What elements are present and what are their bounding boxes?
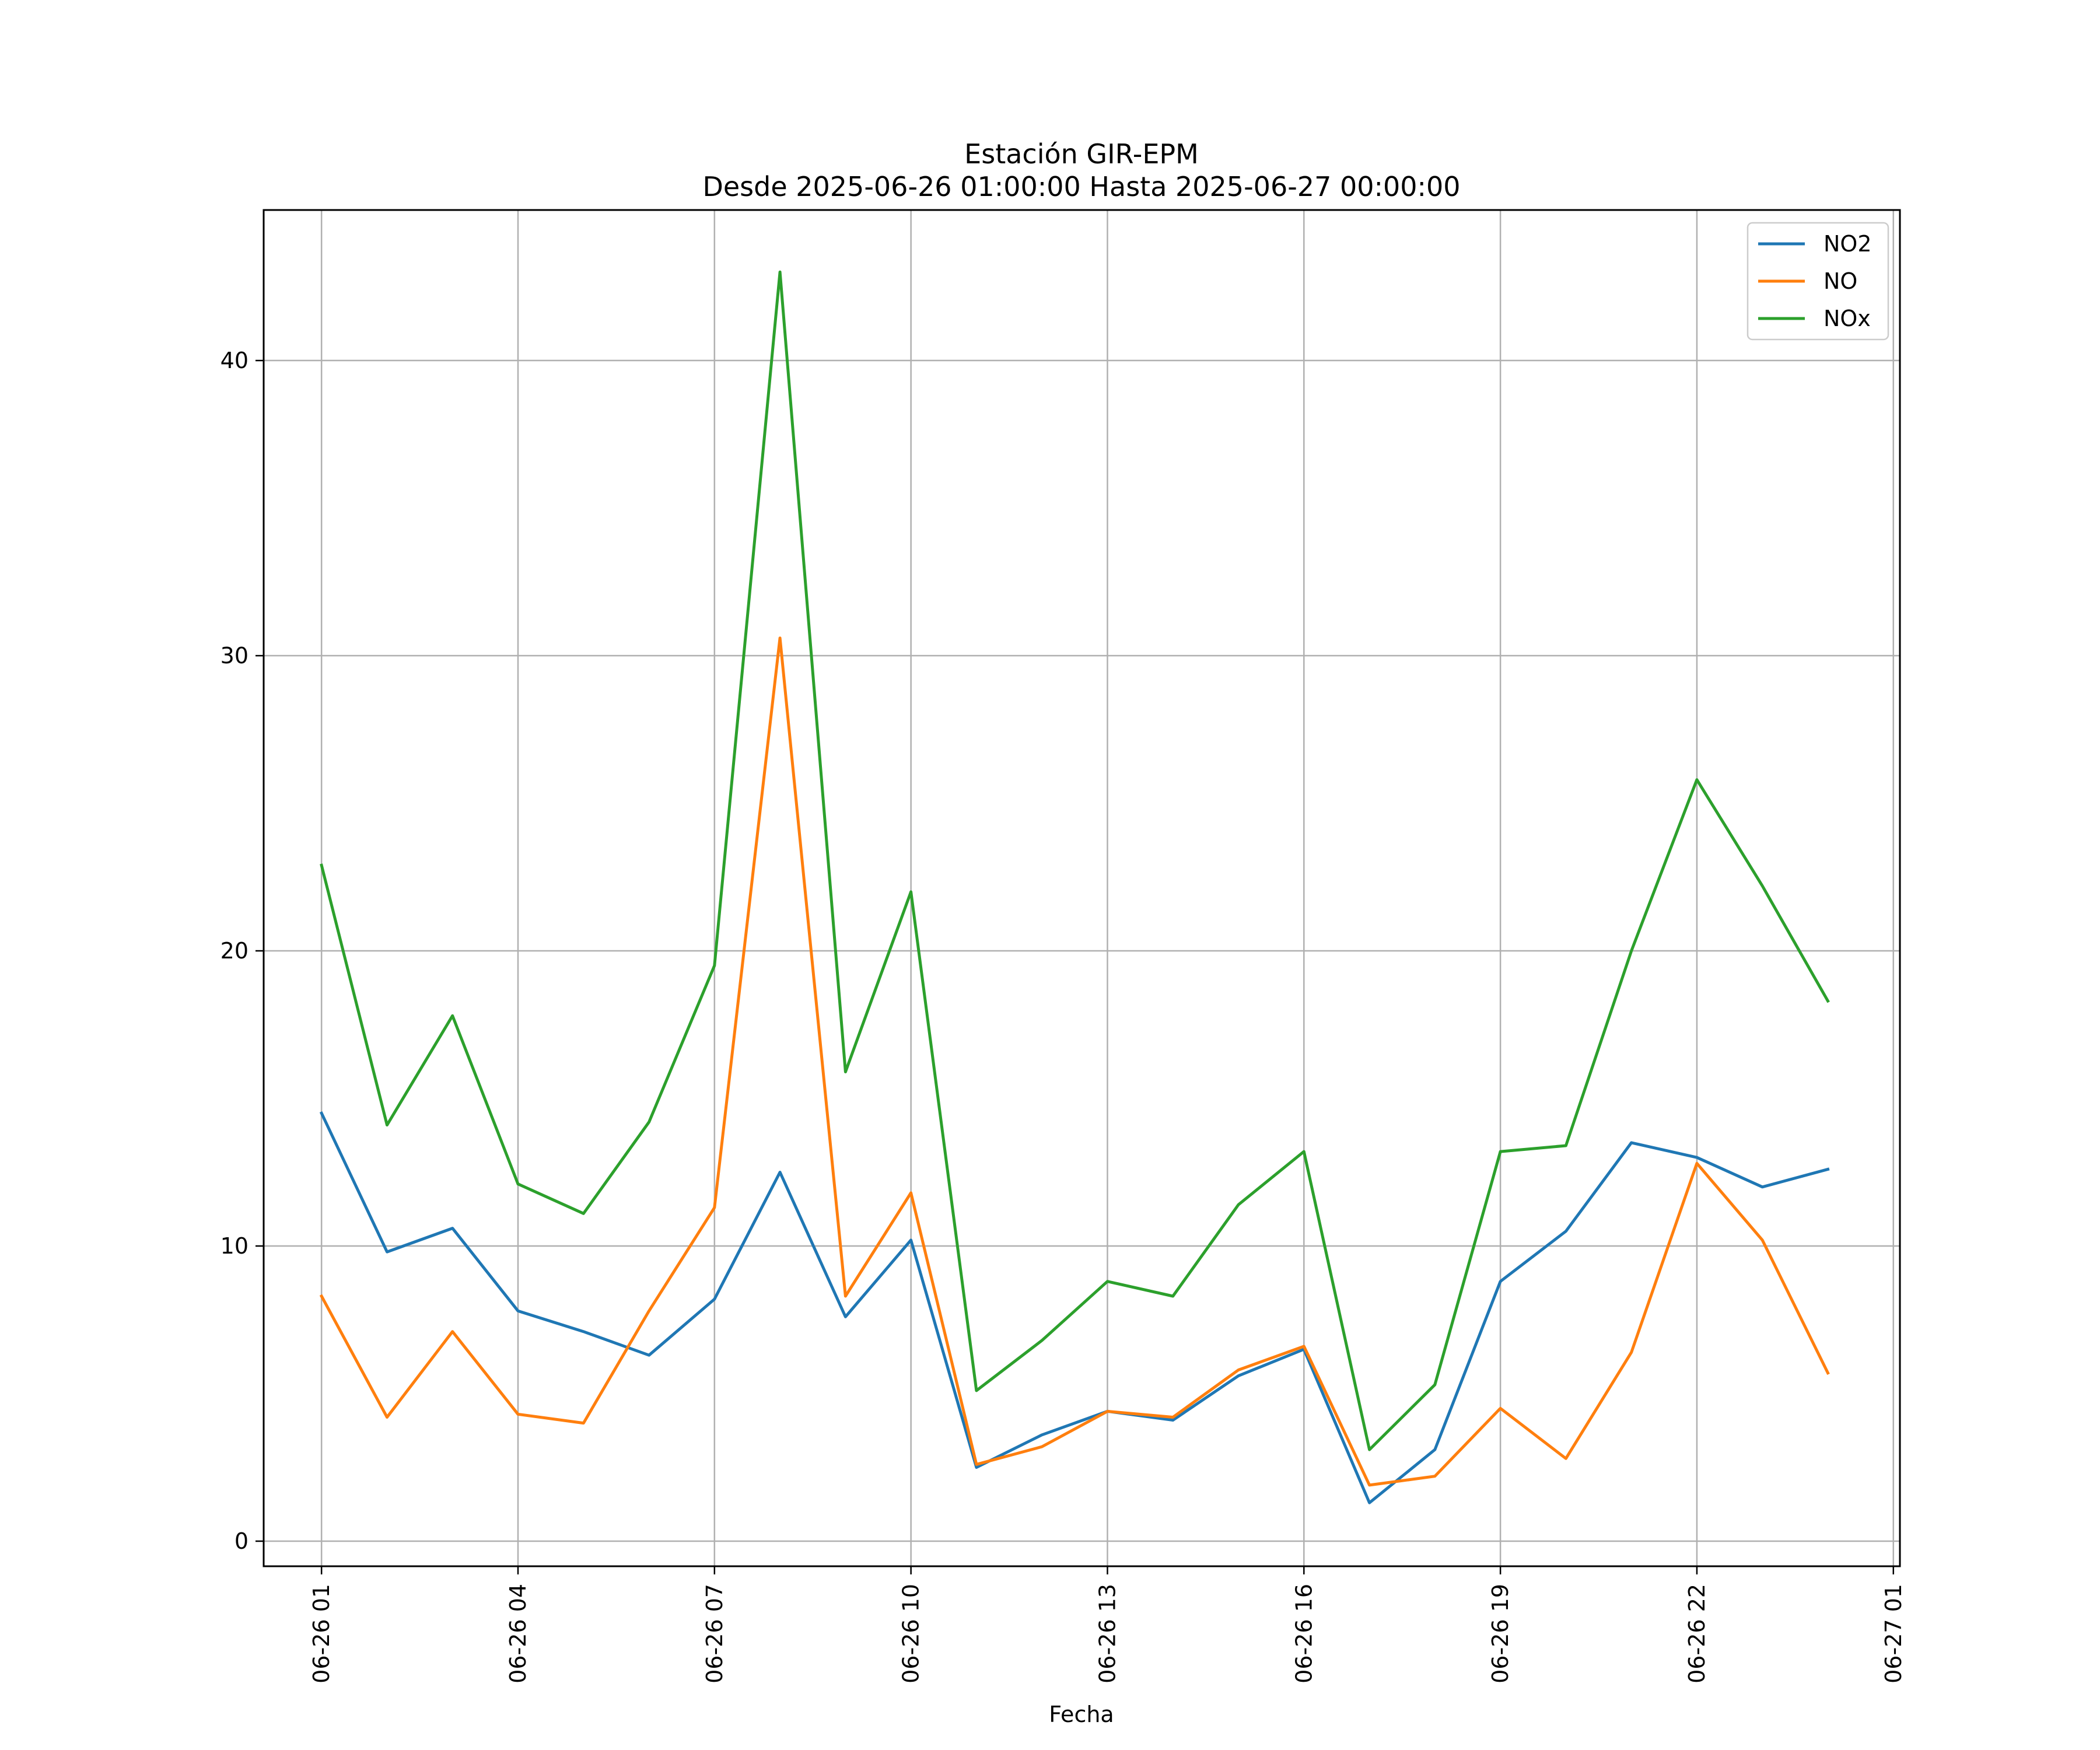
y-tick-label: 30	[220, 643, 249, 668]
x-tick-label: 06-26 16	[1291, 1584, 1317, 1684]
x-tick-label: 06-26 22	[1684, 1584, 1710, 1684]
x-tick-label: 06-26 07	[702, 1584, 727, 1684]
x-axis-ticks: 06-26 01 06-26 04 06-26 07 06-26 10 06-26 13…	[309, 1566, 1906, 1684]
x-tick-label: 06-27 01	[1881, 1584, 1906, 1684]
plot-frame	[262, 209, 1901, 1567]
y-axis-ticks: 0 10 20 30 40	[220, 348, 264, 1554]
legend: NO2 NO NOx	[1746, 222, 1889, 341]
series-line-no2	[319, 1111, 1830, 1504]
legend-label-nox: NOx	[1824, 306, 1871, 331]
chart-subtitle: Desde 2025-06-26 01:00:00 Hasta 2025-06-…	[702, 171, 1460, 202]
grid	[264, 210, 1900, 1566]
x-tick-label: 06-26 10	[898, 1584, 924, 1684]
legend-label-no2: NO2	[1824, 231, 1872, 257]
x-axis-label: Fecha	[1049, 1702, 1114, 1727]
chart-title: Estación GIR-EPM	[964, 138, 1199, 170]
x-tick-label: 06-26 19	[1488, 1584, 1513, 1684]
y-tick-label: 0	[235, 1528, 249, 1554]
x-tick-label: 06-26 01	[309, 1584, 334, 1684]
legend-label-no: NO	[1824, 268, 1857, 294]
series-lines	[319, 270, 1830, 1504]
legend-box	[1746, 222, 1889, 341]
y-tick-label: 40	[220, 348, 249, 373]
series-line-nox	[320, 270, 1830, 1451]
x-tick-label: 06-26 13	[1094, 1584, 1120, 1684]
y-tick-label: 10	[220, 1233, 249, 1259]
series-line-no	[319, 636, 1830, 1487]
y-tick-label: 20	[220, 938, 249, 964]
x-tick-label: 06-26 04	[505, 1584, 531, 1684]
